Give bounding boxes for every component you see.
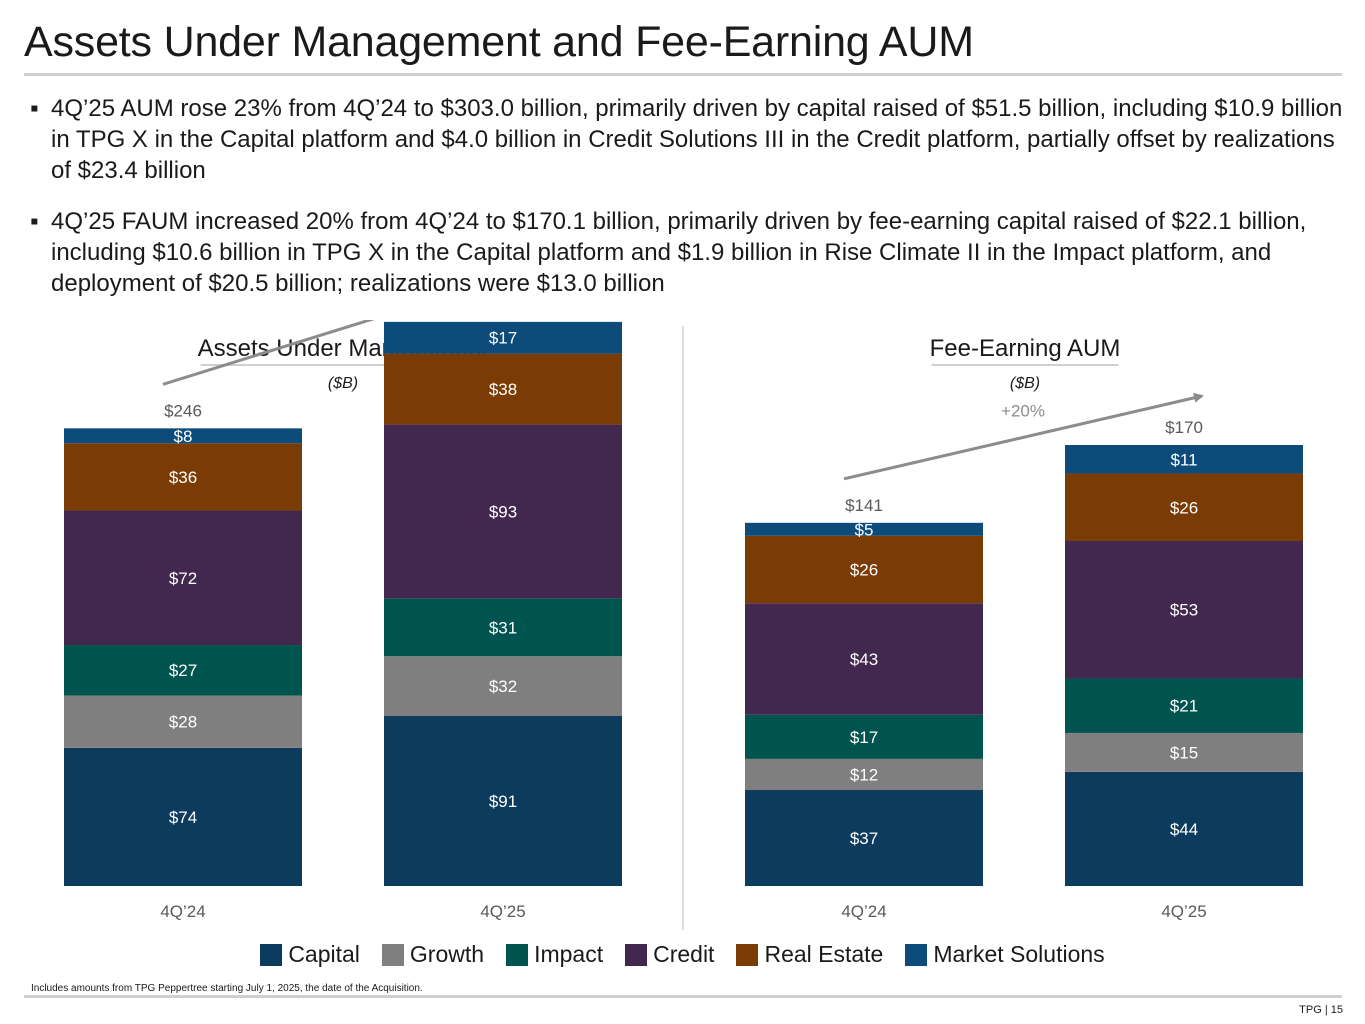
faum-label-real-estate-prior: $26 [850, 561, 878, 580]
aum-label-real-estate-current: $38 [489, 380, 517, 399]
aum-growth-arrow [162, 320, 375, 386]
legend-item-real-estate: Real Estate [736, 941, 883, 968]
legend-item-impact: Impact [506, 941, 603, 968]
aum-bar-real-estate-prior [64, 443, 302, 511]
aum-bar-capital-current [384, 716, 622, 886]
faum-label-market-solutions-prior: $5 [855, 520, 874, 539]
bullet-aum-text: 4Q’25 AUM rose 23% from 4Q’24 to $303.0 … [51, 95, 1343, 184]
aum-label-market-solutions-current: $17 [489, 329, 517, 348]
chart-legend: Capital Growth Impact Credit Real Estate Mark… [0, 941, 1365, 968]
faum-bar-credit-current [1065, 540, 1303, 679]
faum-category-label-prior: 4Q’24 [841, 902, 886, 921]
aum-label-impact-current: $31 [489, 618, 517, 637]
aum-bar-impact-prior [64, 645, 302, 696]
legend-swatch [625, 943, 648, 966]
legend-item-growth: Growth [381, 941, 485, 968]
bullet-faum-text: 4Q’25 FAUM increased 20% from 4Q’24 to $… [51, 208, 1307, 297]
faum-bar-impact-current [1065, 678, 1303, 733]
faum-label-growth-current: $15 [1170, 743, 1198, 762]
legend-swatch [905, 943, 928, 966]
faum-bar-market-solutions-prior [745, 522, 983, 536]
faum-label-impact-current: $21 [1170, 697, 1198, 716]
aum-label-capital-prior: $74 [169, 808, 197, 827]
footer-divider [24, 995, 1342, 998]
faum-bar-growth-current [1065, 732, 1303, 772]
legend-label: Credit [653, 941, 715, 967]
page-title: Assets Under Management and Fee-Earning … [24, 18, 974, 66]
aum-bar-growth-current [384, 656, 622, 717]
aum-label-growth-prior: $28 [169, 713, 197, 732]
faum-category-label-current: 4Q’25 [1161, 902, 1206, 921]
legend-swatch [260, 943, 283, 966]
aum-bar-credit-prior [64, 510, 302, 646]
aum-category-label-prior: 4Q’24 [160, 902, 205, 921]
aum-label-real-estate-prior: $36 [169, 468, 197, 487]
aum-category-label-current: 4Q’25 [480, 902, 525, 921]
aum-label-credit-prior: $72 [169, 569, 197, 588]
title-divider [24, 73, 1342, 76]
bullet-marker: ▪ [30, 95, 39, 122]
bullet-aum: ▪ 4Q’25 AUM rose 23% from 4Q’24 to $303.… [30, 93, 1350, 186]
faum-bar-market-solutions-current [1065, 445, 1303, 474]
legend-label: Market Solutions [933, 941, 1105, 967]
faum-label-growth-prior: $12 [850, 765, 878, 784]
legend-label: Growth [409, 941, 485, 967]
faum-bar-real-estate-prior [745, 535, 983, 604]
legend-swatch [381, 943, 404, 966]
faum-bar-credit-prior [745, 603, 983, 715]
bullet-list: ▪ 4Q’25 AUM rose 23% from 4Q’24 to $303.… [30, 93, 1350, 319]
faum-total-label-prior: $141 [845, 496, 883, 515]
faum-label-capital-prior: $37 [850, 829, 878, 848]
faum-growth-arrow [843, 392, 1204, 481]
aum-bar-market-solutions-current [384, 321, 622, 354]
faum-label-real-estate-current: $26 [1170, 498, 1198, 517]
faum-bar-growth-prior [745, 758, 983, 791]
faum-label-market-solutions-current: $11 [1170, 450, 1197, 469]
aum-bar-real-estate-current [384, 353, 622, 425]
aum-chart-subtitle: ($B) [328, 375, 358, 392]
faum-bar-capital-prior [745, 790, 983, 886]
faum-bar-capital-current [1065, 771, 1303, 886]
legend-label: Impact [534, 941, 604, 967]
faum-chart-subtitle: ($B) [1010, 375, 1040, 392]
faum-label-capital-current: $44 [1170, 820, 1198, 839]
legend-item-credit: Credit [625, 941, 714, 968]
aum-bar-capital-prior [64, 747, 302, 886]
faum-growth-label: +20% [1001, 401, 1045, 420]
aum-label-credit-current: $93 [489, 502, 517, 521]
faum-label-credit-current: $53 [1170, 601, 1198, 620]
faum-bar-real-estate-current [1065, 473, 1303, 541]
faum-chart-title: Fee-Earning AUM [930, 335, 1121, 362]
bullet-marker: ▪ [30, 208, 39, 235]
faum-label-impact-prior: $17 [850, 728, 878, 747]
legend-swatch [506, 943, 529, 966]
charts-area: Assets Under Management($B)$74$28$27$72$… [64, 320, 1303, 930]
aum-label-growth-current: $32 [489, 677, 517, 696]
aum-bar-impact-current [384, 598, 622, 657]
aum-total-label-prior: $246 [164, 401, 202, 420]
legend-label: Capital [288, 941, 360, 967]
aum-label-impact-prior: $27 [169, 661, 197, 680]
footnote: Includes amounts from TPG Peppertree sta… [31, 983, 423, 994]
faum-bar-impact-prior [745, 714, 983, 759]
legend-item-capital: Capital [260, 941, 360, 968]
aum-label-market-solutions-prior: $8 [174, 427, 193, 446]
aum-label-capital-current: $91 [489, 792, 517, 811]
legend-item-market-solutions: Market Solutions [905, 941, 1105, 968]
aum-bar-credit-current [384, 424, 622, 599]
legend-swatch [736, 943, 759, 966]
aum-bar-growth-prior [64, 695, 302, 748]
faum-label-credit-prior: $43 [850, 650, 878, 669]
page-number: TPG | 15 [1299, 1004, 1343, 1016]
bullet-faum: ▪ 4Q’25 FAUM increased 20% from 4Q’24 to… [30, 206, 1350, 299]
faum-total-label-current: $170 [1165, 418, 1203, 437]
aum-bar-market-solutions-prior [64, 428, 302, 444]
legend-label: Real Estate [764, 941, 884, 967]
